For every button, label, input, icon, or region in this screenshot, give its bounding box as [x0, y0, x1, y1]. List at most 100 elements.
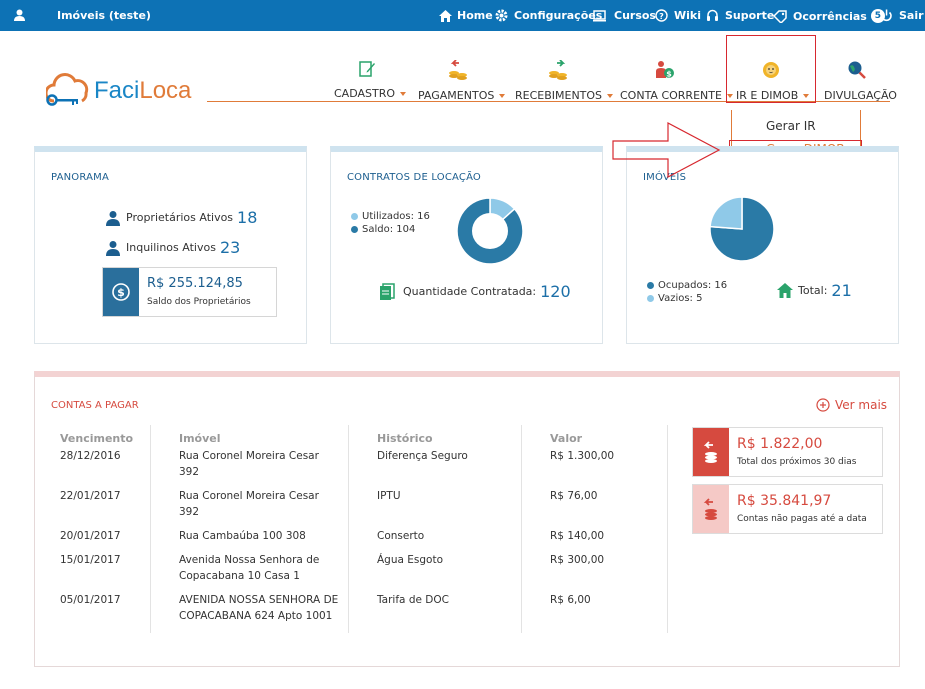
sair-link[interactable]: Sair [880, 9, 924, 22]
panorama-card: PANORAMA Proprietários Ativos 18 Inquili… [34, 146, 307, 344]
cell-imovel-line2: Copacabana 10 Casa 1 [179, 570, 300, 582]
quantidade-row: Quantidade Contratada: 120 [379, 282, 571, 301]
donut-hole [472, 213, 508, 249]
documents-icon [380, 282, 395, 300]
cell-historico: Água Esgoto [377, 554, 444, 566]
nav-conta-corrente-label: CONTA CORRENTE [620, 89, 722, 102]
cell-vencimento: 05/01/2017 [60, 594, 121, 606]
wiki-link[interactable]: ? Wiki [655, 9, 701, 22]
column-divider [667, 425, 668, 633]
lion-icon [763, 62, 779, 78]
nav-recebimentos[interactable]: RECEBIMENTOS [515, 59, 614, 102]
suporte-link[interactable]: Suporte [706, 9, 774, 22]
ocorrencias-label: Ocorrências [793, 9, 867, 23]
cell-imovel-line1: Rua Coronel Moreira Cesar [179, 450, 319, 462]
cell-vencimento: 15/01/2017 [60, 554, 121, 566]
nav-ir-dimob-label: IR E DIMOB [736, 89, 799, 102]
cell-imovel-line1: Avenida Nossa Senhora de [179, 554, 320, 566]
help-icon: ? [655, 9, 668, 22]
saldo-contrato-label: Saldo: 104 [362, 224, 416, 235]
dollar-icon: $ [103, 268, 139, 316]
quantidade-label: Quantidade Contratada: [403, 285, 537, 298]
monitor-icon [593, 9, 606, 21]
cursos-link[interactable]: Cursos [593, 9, 656, 22]
contratos-card: CONTRATOS DE LOCAÇÃO Utilizados: 16 Sald… [330, 146, 603, 344]
coins-out-icon [693, 485, 729, 533]
ocorrencias-link[interactable]: Ocorrências 5 [773, 9, 885, 23]
legend-dot-light [351, 212, 358, 220]
chevron-down-icon [726, 94, 733, 98]
annotation-arrow-icon [612, 122, 721, 178]
headset-icon [707, 9, 718, 21]
cell-vencimento: 20/01/2017 [60, 530, 121, 542]
logo-part2: Loca [139, 77, 192, 104]
nav-cadastro[interactable]: CADASTRO [334, 60, 407, 100]
svg-text:$: $ [666, 70, 672, 79]
cell-valor: R$ 76,00 [550, 490, 598, 502]
user-icon[interactable] [14, 9, 25, 21]
summary2-label: Contas não pagas até a data [737, 514, 867, 524]
proprietarios-label: Proprietários Ativos [126, 211, 234, 224]
chevron-down-icon [499, 94, 506, 98]
vazios-label: Vazios: 5 [658, 293, 703, 304]
cell-historico: Tarifa de DOC [377, 594, 449, 606]
suporte-label: Suporte [725, 9, 775, 22]
cell-imovel-line2: COPACABANA 624 Apto 1001 [179, 610, 333, 622]
proprietarios-row: Proprietários Ativos 18 [105, 208, 257, 227]
logo-part1: Faci [94, 77, 140, 104]
ver-mais-label: Ver mais [835, 398, 888, 412]
legend-dot-dark [647, 281, 654, 289]
total-value: 21 [831, 281, 852, 300]
legend-dot-dark [351, 225, 358, 233]
home-icon [439, 9, 452, 22]
nav-divider [207, 101, 890, 102]
header-historico: Histórico [377, 432, 433, 445]
ver-mais-link[interactable]: Ver mais [816, 398, 887, 412]
ocupados-label: Ocupados: 16 [658, 280, 728, 291]
cell-valor: R$ 1.300,00 [550, 450, 615, 462]
dropdown-item-gerar-ir[interactable]: Gerar IR [766, 119, 816, 133]
chevron-down-icon [400, 92, 407, 96]
nav-ir-dimob[interactable]: IR E DIMOB [736, 60, 810, 102]
sair-label: Sair [899, 9, 924, 22]
saldo-value: R$ 255.124,85 [147, 276, 243, 291]
cell-imovel-line1: Rua Cambaúba 100 308 [179, 530, 306, 542]
wiki-label: Wiki [674, 9, 701, 22]
account-name[interactable]: Imóveis (teste) [57, 9, 151, 22]
power-icon [881, 9, 892, 22]
saldo-box: $ R$ 255.124,85 Saldo dos Proprietários [102, 267, 277, 317]
contas-a-pagar-card: CONTAS A PAGAR Ver mais Vencimento Imóve… [34, 371, 900, 667]
summary2-value: R$ 35.841,97 [737, 493, 832, 509]
home-link[interactable]: Home [439, 9, 493, 22]
cell-valor: R$ 300,00 [550, 554, 605, 566]
coins-in-icon [549, 59, 567, 80]
nav-pagamentos[interactable]: PAGAMENTOS [418, 59, 506, 102]
cell-vencimento: 22/01/2017 [60, 490, 121, 502]
cell-vencimento: 28/12/2016 [60, 450, 121, 462]
utilizados-label: Utilizados: 16 [362, 211, 430, 222]
proprietarios-value: 18 [237, 208, 258, 227]
top-bar: Imóveis (teste) Home Configurações Curso… [0, 0, 925, 31]
panorama-title: PANORAMA [51, 172, 110, 183]
person-money-icon: $ [656, 61, 674, 79]
nav-pagamentos-label: PAGAMENTOS [418, 89, 495, 102]
cell-historico: IPTU [377, 490, 401, 502]
chevron-down-icon [803, 94, 810, 98]
cloud-key-icon [46, 73, 89, 106]
saldo-label: Saldo dos Proprietários [147, 297, 251, 307]
summary-next-30-days: R$ 1.822,00 Total dos próximos 30 dias [692, 427, 883, 477]
config-link[interactable]: Configurações [495, 9, 602, 22]
nav-recebimentos-label: RECEBIMENTOS [515, 89, 603, 102]
nav-conta-corrente[interactable]: $ CONTA CORRENTE [620, 60, 733, 102]
cell-imovel-line1: Rua Coronel Moreira Cesar [179, 490, 319, 502]
home-label: Home [457, 9, 493, 22]
contratos-title: CONTRATOS DE LOCAÇÃO [347, 172, 482, 183]
contas-title: CONTAS A PAGAR [51, 400, 139, 411]
globe-search-icon [848, 61, 866, 79]
legend-ocupados: Ocupados: 16 [647, 280, 727, 291]
cell-valor: R$ 6,00 [550, 594, 591, 606]
person-icon [106, 240, 120, 256]
summary1-value: R$ 1.822,00 [737, 436, 823, 452]
nav-divulgacao[interactable]: DIVULGAÇÃO [824, 60, 897, 102]
summary1-label: Total dos próximos 30 dias [737, 457, 857, 467]
